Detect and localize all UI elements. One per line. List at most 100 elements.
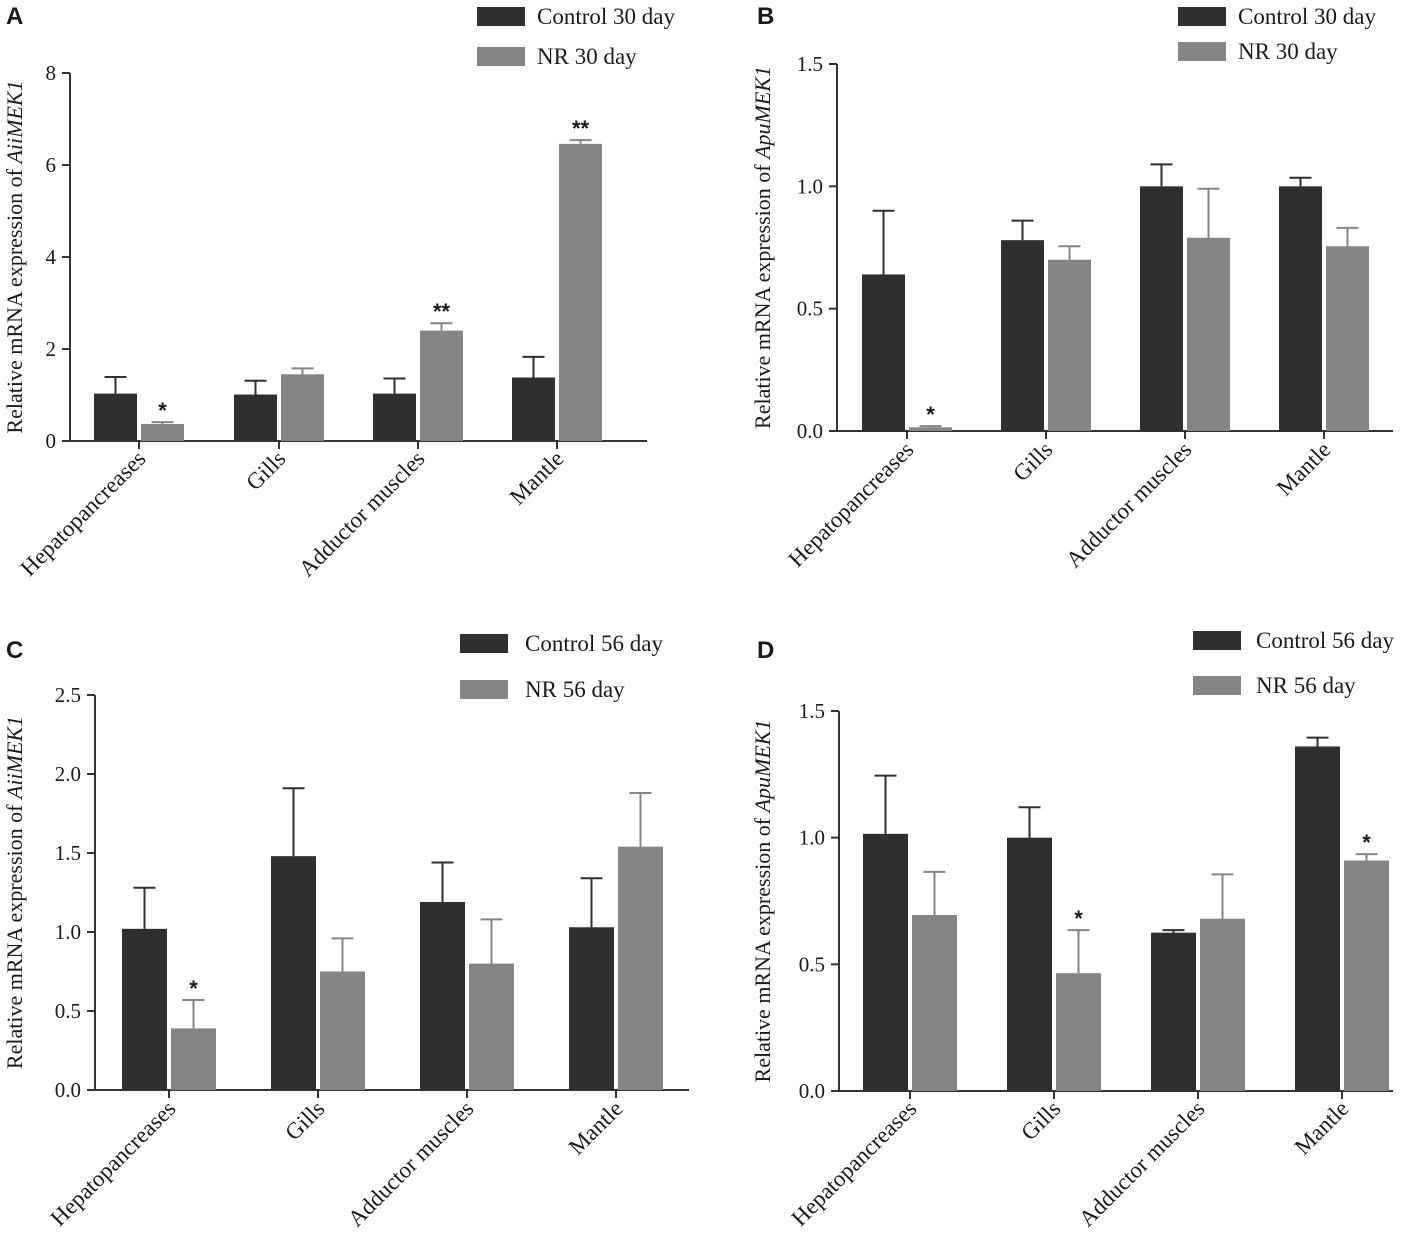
y-tick-label: 0.5 [55,999,81,1023]
legend-swatch [477,7,525,26]
significance-mark: ** [433,299,451,324]
y-tick-label: 1.5 [55,841,81,865]
control-bar [122,928,167,1090]
treatment-bar [909,427,952,431]
y-axis-label-gene: ApuMEK1 [750,720,775,815]
x-category-label: Gills [241,446,290,495]
legend-label: Control 30 day [537,4,675,29]
x-category-label: Gills [1008,437,1057,486]
y-tick-label: 1.5 [797,52,823,76]
y-tick-label: 2 [46,337,57,361]
treatment-bar [1187,237,1230,431]
treatment-bar [320,971,365,1090]
x-category-label: Hepatopancreases [783,437,918,572]
y-tick-label: 1.5 [799,699,825,723]
treatment-bar [1200,918,1245,1091]
treatment-bar [559,143,602,441]
y-axis-label-gene: AiiMEK1 [2,716,27,801]
panel-a: A 0 2 4 6 8 Relative mRNA expression of AiiMEK… [2,3,675,581]
significance-mark: * [158,398,167,423]
y-tick-label: 0.0 [799,1079,825,1103]
treatment-bar [912,914,957,1091]
legend-label: NR 30 day [537,44,637,69]
legend-swatch [477,47,525,66]
legend-label: NR 30 day [1238,39,1338,64]
panel-b: B 0.0 0.5 1.0 1.5 Relative mRNA expression of… [750,3,1393,572]
y-tick-label: 6 [46,153,57,177]
treatment-bar [141,423,184,441]
control-bar [234,394,277,441]
control-bar [569,927,614,1090]
y-tick-label: 0.5 [799,952,825,976]
treatment-bar [420,330,463,441]
control-bar [94,393,137,441]
legend-swatch [1178,42,1226,61]
significance-mark: ** [572,116,590,141]
y-tick-label: 0.0 [797,419,823,443]
legend-swatch [460,680,508,699]
x-category-label: Adductor muscles [1061,437,1197,573]
panel-letter: D [757,637,774,664]
y-axis-label-prefix: Relative mRNA expression of [750,812,775,1082]
treatment-bar [171,1028,216,1090]
x-category-label: Mantle [564,1096,628,1160]
control-bar [863,833,908,1091]
y-tick-label: 0.0 [55,1078,81,1102]
control-bar [512,377,555,441]
legend-swatch [1178,7,1226,26]
y-axis-label-prefix: Relative mRNA expression of [2,164,27,434]
treatment-bar [618,846,663,1090]
significance-mark: * [926,402,935,427]
x-category-label: Adductor muscles [294,446,430,582]
x-category-label: Gills [280,1096,329,1145]
control-bar [1151,932,1196,1091]
y-axis-label: Relative mRNA expression of ApuMEK1 [750,720,775,1083]
y-tick-label: 2.0 [55,762,81,786]
x-category-label: Mantle [1272,437,1336,501]
panel-letter: B [757,3,774,30]
y-tick-label: 1.0 [799,826,825,850]
legend-swatch [460,634,508,653]
control-bar [271,856,316,1090]
y-tick-label: 0.5 [797,297,823,321]
legend-label: NR 56 day [525,677,625,702]
treatment-bar [1344,860,1389,1091]
y-axis-label: Relative mRNA expression of ApuMEK1 [750,66,775,429]
y-axis-label: Relative mRNA expression of AiiMEK1 [2,716,27,1069]
control-bar [1001,240,1044,431]
x-category-label: Mantle [505,446,569,510]
treatment-bar [1056,973,1101,1091]
x-category-label: Mantle [1290,1096,1354,1160]
treatment-bar [469,963,514,1090]
x-category-label: Hepatopancreases [786,1096,921,1231]
x-category-label: Adductor muscles [1074,1096,1210,1232]
control-bar [373,393,416,441]
control-bar [1007,837,1052,1091]
control-bar [1295,746,1340,1091]
y-tick-label: 2.5 [55,683,81,707]
x-category-label: Hepatopancreases [45,1096,180,1231]
legend-label: Control 56 day [525,631,663,656]
panel-c: C 0.0 0.5 1.0 1.5 2.0 2.5 Relative mRNA express… [2,631,689,1231]
x-category-label: Hepatopancreases [15,446,150,581]
control-bar [1140,186,1183,431]
y-axis-label-prefix: Relative mRNA expression of [750,159,775,429]
control-bar [862,274,905,431]
treatment-bar [281,374,324,441]
panel-letter: C [6,637,23,664]
significance-mark: * [189,976,198,1001]
legend-label: Control 56 day [1256,628,1394,653]
treatment-bar [1326,246,1369,431]
y-axis-label-gene: ApuMEK1 [750,66,775,161]
y-tick-label: 1.0 [797,174,823,198]
y-axis-label: Relative mRNA expression of AiiMEK1 [2,80,27,433]
y-tick-label: 8 [46,61,57,85]
legend-label: Control 30 day [1238,4,1376,29]
panel-letter: A [6,3,23,30]
significance-mark: * [1074,906,1083,931]
y-tick-label: 4 [46,245,57,269]
panel-d: D 0.0 0.5 1.0 1.5 Relative mRNA expression of… [750,628,1394,1231]
y-tick-label: 1.0 [55,920,81,944]
x-category-label: Adductor muscles [343,1096,479,1232]
legend-swatch [1193,676,1241,695]
